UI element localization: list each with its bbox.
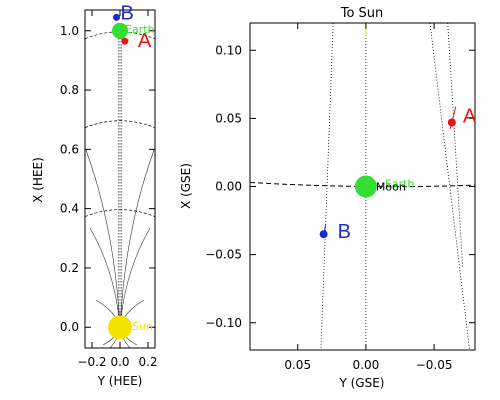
spacecraft-A-label: A	[138, 30, 152, 52]
x-tick-label: 0.00	[353, 358, 380, 372]
sun-label: Sun	[132, 320, 153, 333]
spacecraft-A-marker	[121, 37, 129, 45]
field-line	[85, 149, 121, 328]
x-tick-label: −0.05	[416, 358, 453, 372]
left-ticks: −0.2 0.0 0.2 0.0 0.2 0.4 0.6 0.8 1.0	[60, 10, 158, 369]
right-ticks: 0.05 0.00 −0.05 0.10 0.05 0.00 −0.05 −0.10	[205, 23, 475, 372]
trajectory-line	[447, 22, 464, 269]
y-tick-label: 0.00	[215, 180, 242, 194]
earth-marker	[354, 175, 377, 198]
y-tick-label: −0.10	[205, 316, 242, 330]
y-tick-label: 0.4	[60, 202, 79, 216]
field-line	[119, 149, 155, 328]
x-tick-label: 0.05	[284, 358, 311, 372]
right-x-axis-label: Y (GSE)	[338, 376, 384, 390]
y-tick-label: 0.8	[60, 83, 79, 97]
earth-marker	[112, 22, 128, 39]
spacecraft-B-label: B	[121, 2, 134, 24]
y-tick-label: 1.0	[60, 24, 79, 38]
left-x-axis-label: Y (HEE)	[97, 374, 143, 388]
right-y-axis-label: X (GSE)	[179, 163, 193, 209]
spacecraft-B-label: B	[338, 221, 351, 243]
y-tick-label: −0.05	[205, 248, 242, 262]
spacecraft-B-marker	[319, 230, 328, 239]
spacecraft-A-marker	[447, 118, 456, 127]
moon-label: Moon	[376, 181, 406, 194]
earth-label: Earth	[125, 23, 155, 36]
x-tick-label: 0.0	[110, 355, 129, 369]
y-tick-label: 0.2	[60, 261, 79, 275]
right-panel: 0.05 0.00 −0.05 0.10 0.05 0.00 −0.05 −0.10 Eart…	[179, 6, 477, 390]
left-panel: −0.2 0.0 0.20.00.20.40.60.81.0 SunEarthAB …	[31, 2, 158, 388]
trajectory-line	[320, 22, 334, 351]
trajectory-line	[429, 22, 470, 351]
right-title: To Sun	[340, 6, 384, 21]
spacecraft-A-label: A	[463, 105, 477, 127]
earth-label: Earth	[385, 178, 415, 191]
x-tick-label: −0.2	[77, 355, 106, 369]
y-tick-label: 0.6	[60, 142, 79, 156]
sun-marker	[108, 315, 132, 340]
left-field-lines	[84, 30, 156, 349]
y-tick-label: 0.05	[215, 111, 242, 125]
spacecraft-B-marker	[113, 13, 120, 21]
y-tick-label: 0.10	[215, 43, 242, 57]
left-y-axis-label: X (HEE)	[31, 157, 45, 203]
x-tick-label: 0.2	[138, 355, 157, 369]
y-tick-label: 0.0	[60, 320, 79, 334]
distance-arc	[84, 120, 156, 129]
